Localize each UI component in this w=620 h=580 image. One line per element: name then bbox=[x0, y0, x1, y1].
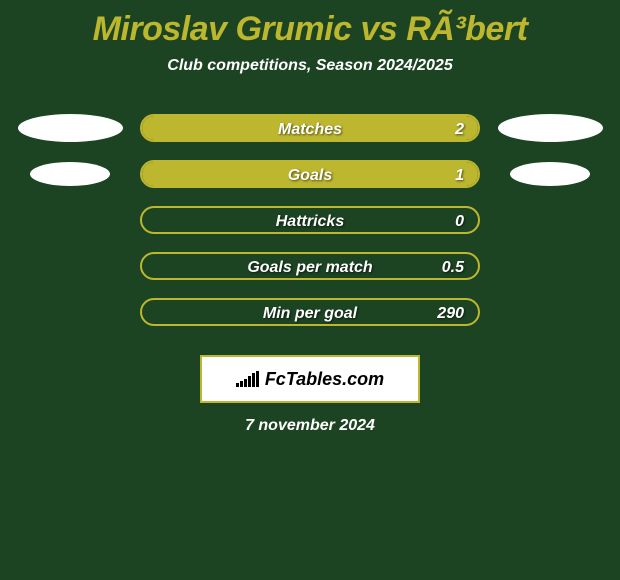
stat-value: 290 bbox=[437, 300, 464, 326]
subtitle: Club competitions, Season 2024/2025 bbox=[0, 57, 620, 75]
stat-value: 0.5 bbox=[442, 254, 464, 280]
stat-row: Goals1 bbox=[0, 151, 620, 197]
left-photo-slot bbox=[0, 114, 140, 142]
page-title: Miroslav Grumic vs RÃ³bert bbox=[0, 0, 620, 49]
stat-label: Goals per match bbox=[142, 254, 478, 280]
stat-bar: Goals per match0.5 bbox=[140, 252, 480, 280]
player-photo-left bbox=[18, 114, 123, 142]
stat-value: 1 bbox=[455, 162, 464, 188]
stat-row: Min per goal290 bbox=[0, 289, 620, 335]
stat-row: Matches2 bbox=[0, 105, 620, 151]
player-photo-right bbox=[510, 162, 590, 186]
player-photo-left bbox=[30, 162, 110, 186]
stat-row: Hattricks0 bbox=[0, 197, 620, 243]
stat-value: 2 bbox=[455, 116, 464, 142]
stat-rows: Matches2Goals1Hattricks0Goals per match0… bbox=[0, 105, 620, 335]
stat-label: Hattricks bbox=[142, 208, 478, 234]
stat-bar: Goals1 bbox=[140, 160, 480, 188]
stat-bar: Matches2 bbox=[140, 114, 480, 142]
stat-bar: Hattricks0 bbox=[140, 206, 480, 234]
right-photo-slot bbox=[480, 114, 620, 142]
logo-bars-icon bbox=[236, 371, 259, 387]
stat-label: Min per goal bbox=[142, 300, 478, 326]
logo-box[interactable]: FcTables.com bbox=[200, 355, 420, 403]
player-photo-right bbox=[498, 114, 603, 142]
comparison-card: Miroslav Grumic vs RÃ³bert Club competit… bbox=[0, 0, 620, 580]
stat-value: 0 bbox=[455, 208, 464, 234]
stat-label: Goals bbox=[142, 162, 478, 188]
right-photo-slot bbox=[480, 162, 620, 186]
logo-text: FcTables.com bbox=[265, 369, 384, 390]
stat-bar: Min per goal290 bbox=[140, 298, 480, 326]
left-photo-slot bbox=[0, 162, 140, 186]
stat-label: Matches bbox=[142, 116, 478, 142]
date-text: 7 november 2024 bbox=[0, 417, 620, 435]
stat-row: Goals per match0.5 bbox=[0, 243, 620, 289]
